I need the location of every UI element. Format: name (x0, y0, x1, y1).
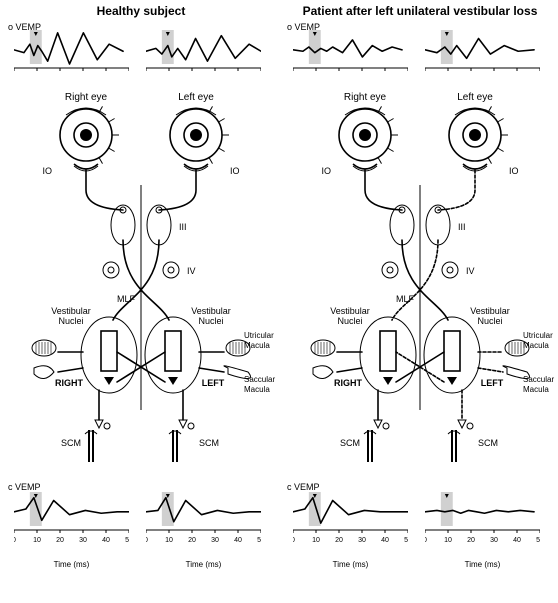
svg-text:UtricularMacula: UtricularMacula (523, 331, 553, 350)
svg-text:III: III (458, 222, 466, 232)
svg-text:50: 50 (125, 537, 129, 544)
svg-text:10: 10 (312, 537, 320, 544)
svg-text:30: 30 (79, 537, 87, 544)
svg-text:III: III (179, 222, 187, 232)
cvemp-label: c VEMP (287, 482, 320, 492)
cvemp-patient-left: 0 10 20 30 40 50 (293, 492, 408, 552)
svg-text:IO: IO (42, 166, 52, 176)
svg-text:Right eye: Right eye (65, 92, 108, 103)
ovemp-healthy-left (14, 30, 129, 76)
time-axis-label: Time (ms) (14, 560, 129, 569)
svg-text:SCM: SCM (478, 438, 498, 448)
svg-text:30: 30 (358, 537, 366, 544)
svg-text:IV: IV (187, 266, 196, 276)
svg-text:LEFT: LEFT (481, 378, 504, 388)
svg-text:SCM: SCM (199, 438, 219, 448)
svg-text:SaccularMacula: SaccularMacula (244, 375, 275, 394)
ovemp-patient-right (425, 30, 540, 76)
svg-text:20: 20 (467, 537, 475, 544)
anatomy-healthy: Right eyeLeft eyeIOIOIIIIVMLFVestibularN… (6, 90, 276, 480)
svg-text:IO: IO (230, 166, 240, 176)
svg-text:0: 0 (293, 537, 295, 544)
title-healthy: Healthy subject (6, 4, 276, 18)
svg-text:Left eye: Left eye (178, 92, 214, 103)
svg-text:RIGHT: RIGHT (334, 378, 363, 388)
anatomy-patient: Right eyeLeft eyeIOIOIIIIVMLFVestibularN… (285, 90, 555, 480)
svg-text:IO: IO (321, 166, 331, 176)
cvemp-patient-right: 0 10 20 30 40 50 (425, 492, 540, 552)
svg-text:VestibularNuclei: VestibularNuclei (470, 306, 510, 326)
svg-text:40: 40 (102, 537, 110, 544)
time-axis-label: Time (ms) (293, 560, 408, 569)
svg-text:UtricularMacula: UtricularMacula (244, 331, 274, 350)
healthy-column: Healthy subject o VEMP Right eyeLeft eye… (6, 0, 276, 603)
svg-text:IO: IO (509, 166, 519, 176)
ovemp-healthy-right (146, 30, 261, 76)
svg-text:0: 0 (425, 537, 427, 544)
svg-text:10: 10 (444, 537, 452, 544)
svg-text:50: 50 (404, 537, 408, 544)
time-axis-label: Time (ms) (425, 560, 540, 569)
svg-text:0: 0 (14, 537, 16, 544)
svg-text:VestibularNuclei: VestibularNuclei (330, 306, 370, 326)
cvemp-healthy-right: 0 10 20 30 40 50 (146, 492, 261, 552)
time-axis-label: Time (ms) (146, 560, 261, 569)
svg-text:30: 30 (211, 537, 219, 544)
patient-column: Patient after left unilateral vestibular… (285, 0, 555, 603)
svg-text:50: 50 (257, 537, 261, 544)
svg-text:20: 20 (335, 537, 343, 544)
cvemp-label: c VEMP (8, 482, 41, 492)
svg-text:SCM: SCM (61, 438, 81, 448)
ovemp-patient-left (293, 30, 408, 76)
cvemp-healthy-left: 0 10 20 30 40 50 (14, 492, 129, 552)
svg-text:40: 40 (381, 537, 389, 544)
svg-text:VestibularNuclei: VestibularNuclei (51, 306, 91, 326)
svg-text:VestibularNuclei: VestibularNuclei (191, 306, 231, 326)
svg-text:IV: IV (466, 266, 475, 276)
svg-text:LEFT: LEFT (202, 378, 225, 388)
svg-text:40: 40 (513, 537, 521, 544)
title-patient: Patient after left unilateral vestibular… (285, 4, 555, 18)
svg-text:20: 20 (188, 537, 196, 544)
svg-text:10: 10 (165, 537, 173, 544)
svg-text:Left eye: Left eye (457, 92, 493, 103)
svg-text:10: 10 (33, 537, 41, 544)
svg-text:20: 20 (56, 537, 64, 544)
svg-text:SaccularMacula: SaccularMacula (523, 375, 554, 394)
svg-text:30: 30 (490, 537, 498, 544)
svg-text:RIGHT: RIGHT (55, 378, 84, 388)
svg-text:0: 0 (146, 537, 148, 544)
svg-text:Right eye: Right eye (344, 92, 387, 103)
svg-text:SCM: SCM (340, 438, 360, 448)
svg-text:40: 40 (234, 537, 242, 544)
svg-text:50: 50 (536, 537, 540, 544)
